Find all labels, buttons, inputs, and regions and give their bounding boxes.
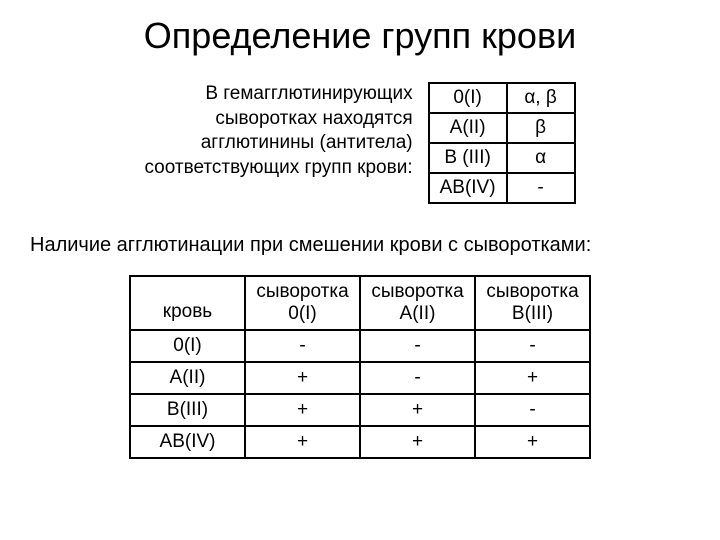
intro-line2: сыворотках находятся [215, 108, 412, 129]
table-header-row: кровь сыворотка 0(I) сыворотка A(II) сыв… [130, 276, 590, 330]
agglutinins-table: 0(I) α, β A(II) β B (III) α AB(IV) - [428, 82, 576, 204]
table-row: A(II) + - + [130, 362, 590, 394]
cell-group: 0(I) [429, 83, 507, 113]
table-row: AB(IV) + + + [130, 426, 590, 458]
section-agglutinins: В гемагглютинирующих сыворотках находятс… [30, 82, 690, 204]
header-serum-top: сыворотка [371, 281, 463, 302]
cell-result: - [360, 362, 475, 394]
table-row: 0(I) - - - [130, 330, 590, 362]
cell-group: A(II) [429, 113, 507, 143]
cell-result: + [360, 394, 475, 426]
table-row: B(III) + + - [130, 394, 590, 426]
cell-blood: A(II) [130, 362, 245, 394]
header-serum-0i: сыворотка 0(I) [245, 276, 360, 330]
cell-result: + [245, 362, 360, 394]
table-row: 0(I) α, β [429, 83, 575, 113]
page-title: Определение групп крови [30, 15, 690, 57]
header-serum-bot: B(III) [512, 303, 553, 324]
cell-result: - [475, 394, 590, 426]
table-row: AB(IV) - [429, 173, 575, 203]
header-serum-bot: A(II) [400, 303, 436, 324]
cell-blood: B(III) [130, 394, 245, 426]
header-serum-biii: сыворотка B(III) [475, 276, 590, 330]
intro-line3: агглютинины (антитела) [201, 132, 413, 153]
header-serum-top: сыворотка [486, 281, 578, 302]
table-row: B (III) α [429, 143, 575, 173]
cell-result: - [245, 330, 360, 362]
cell-result: + [475, 426, 590, 458]
agglutination-section: кровь сыворотка 0(I) сыворотка A(II) сыв… [30, 275, 690, 459]
cell-value: - [507, 173, 575, 203]
intro-line1: В гемагглютинирующих [205, 83, 412, 104]
cell-group: AB(IV) [429, 173, 507, 203]
subtitle: Наличие агглютинации при смешении крови … [30, 234, 690, 257]
cell-value: α, β [507, 83, 575, 113]
table-row: A(II) β [429, 113, 575, 143]
cell-result: + [475, 362, 590, 394]
cell-value: β [507, 113, 575, 143]
cell-result: + [245, 426, 360, 458]
cell-group: B (III) [429, 143, 507, 173]
cell-result: + [360, 426, 475, 458]
intro-text: В гемагглютинирующих сыворотках находятс… [144, 82, 412, 181]
cell-result: - [360, 330, 475, 362]
cell-result: + [245, 394, 360, 426]
agglutination-table: кровь сыворотка 0(I) сыворотка A(II) сыв… [129, 275, 591, 459]
header-blood: кровь [130, 276, 245, 330]
cell-blood: 0(I) [130, 330, 245, 362]
cell-value: α [507, 143, 575, 173]
header-serum-aii: сыворотка A(II) [360, 276, 475, 330]
cell-result: - [475, 330, 590, 362]
intro-line4: соответствующих групп крови: [144, 157, 412, 178]
header-serum-top: сыворотка [256, 281, 348, 302]
header-serum-bot: 0(I) [288, 303, 317, 324]
cell-blood: AB(IV) [130, 426, 245, 458]
